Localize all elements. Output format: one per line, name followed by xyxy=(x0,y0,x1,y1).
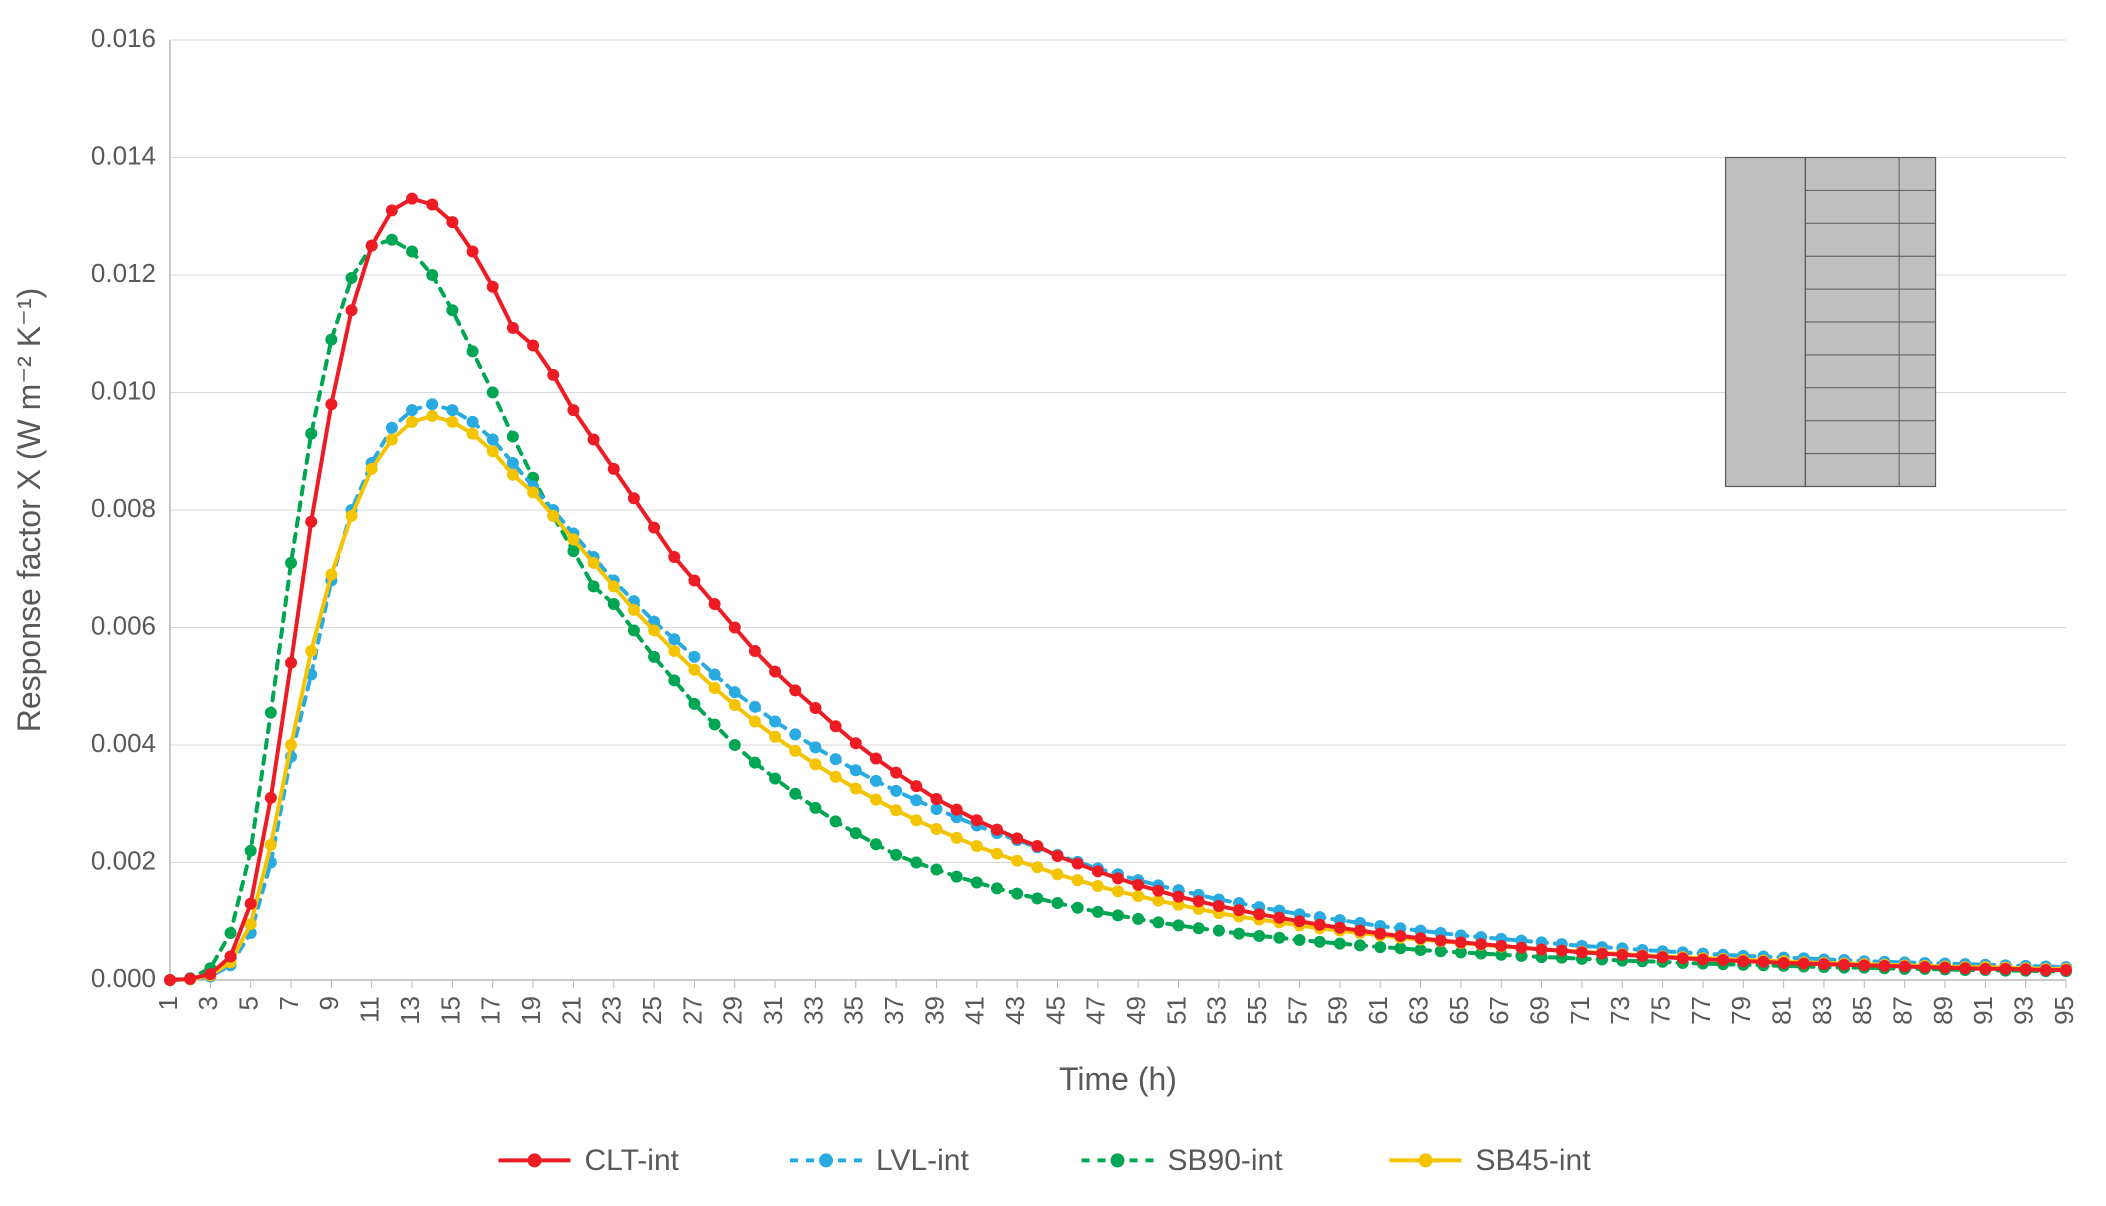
svg-text:Time (h): Time (h) xyxy=(1059,1061,1177,1097)
svg-text:0.012: 0.012 xyxy=(91,258,156,288)
svg-text:65: 65 xyxy=(1444,996,1474,1025)
svg-text:LVL-int: LVL-int xyxy=(876,1144,969,1177)
svg-text:Response factor X (W m⁻² K⁻¹): Response factor X (W m⁻² K⁻¹) xyxy=(11,288,47,733)
svg-text:67: 67 xyxy=(1484,996,1514,1025)
svg-text:SB45-int: SB45-int xyxy=(1476,1144,1592,1177)
svg-text:5: 5 xyxy=(234,996,264,1010)
svg-text:93: 93 xyxy=(2009,996,2039,1025)
svg-text:SB90-int: SB90-int xyxy=(1168,1144,1284,1177)
svg-text:15: 15 xyxy=(435,996,465,1025)
svg-text:41: 41 xyxy=(960,996,990,1025)
svg-text:69: 69 xyxy=(1524,996,1554,1025)
svg-text:79: 79 xyxy=(1726,996,1756,1025)
svg-text:35: 35 xyxy=(839,996,869,1025)
svg-text:31: 31 xyxy=(758,996,788,1025)
svg-text:95: 95 xyxy=(2049,996,2079,1025)
svg-text:0.014: 0.014 xyxy=(91,140,156,170)
svg-text:77: 77 xyxy=(1686,996,1716,1025)
svg-text:0.002: 0.002 xyxy=(91,845,156,875)
svg-text:19: 19 xyxy=(516,996,546,1025)
svg-text:27: 27 xyxy=(677,996,707,1025)
svg-text:0.000: 0.000 xyxy=(91,963,156,993)
svg-text:85: 85 xyxy=(1847,996,1877,1025)
svg-text:CLT-int: CLT-int xyxy=(585,1144,680,1177)
svg-text:59: 59 xyxy=(1323,996,1353,1025)
svg-text:29: 29 xyxy=(718,996,748,1025)
svg-text:7: 7 xyxy=(274,996,304,1010)
svg-text:1: 1 xyxy=(153,996,183,1010)
svg-text:11: 11 xyxy=(355,996,385,1023)
svg-text:17: 17 xyxy=(476,996,506,1025)
svg-text:39: 39 xyxy=(919,996,949,1025)
svg-text:47: 47 xyxy=(1081,996,1111,1025)
svg-text:45: 45 xyxy=(1040,996,1070,1025)
line-chart: 0.000 0.002 0.004 0.006 0.008 0.010 0.012 0.014… xyxy=(0,0,2106,1206)
svg-text:43: 43 xyxy=(1000,996,1030,1025)
svg-text:0.004: 0.004 xyxy=(91,728,156,758)
svg-text:53: 53 xyxy=(1202,996,1232,1025)
svg-text:13: 13 xyxy=(395,996,425,1025)
svg-text:21: 21 xyxy=(556,996,586,1025)
svg-text:81: 81 xyxy=(1766,996,1796,1025)
svg-text:83: 83 xyxy=(1807,996,1837,1025)
svg-text:23: 23 xyxy=(597,996,627,1025)
svg-text:51: 51 xyxy=(1161,996,1191,1025)
svg-text:0.010: 0.010 xyxy=(91,375,156,405)
svg-text:71: 71 xyxy=(1565,996,1595,1025)
svg-text:9: 9 xyxy=(314,996,344,1010)
svg-text:57: 57 xyxy=(1282,996,1312,1025)
svg-text:33: 33 xyxy=(798,996,828,1025)
svg-text:73: 73 xyxy=(1605,996,1635,1025)
svg-text:0.016: 0.016 xyxy=(91,23,156,53)
svg-text:91: 91 xyxy=(1968,996,1998,1025)
svg-text:63: 63 xyxy=(1403,996,1433,1025)
svg-text:3: 3 xyxy=(193,996,223,1010)
svg-text:37: 37 xyxy=(879,996,909,1025)
chart-container: 0.000 0.002 0.004 0.006 0.008 0.010 0.012 0.014… xyxy=(0,0,2106,1206)
svg-text:0.006: 0.006 xyxy=(91,610,156,640)
svg-text:49: 49 xyxy=(1121,996,1151,1025)
svg-text:55: 55 xyxy=(1242,996,1272,1025)
svg-text:75: 75 xyxy=(1645,996,1675,1025)
svg-text:0.008: 0.008 xyxy=(91,493,156,523)
svg-text:87: 87 xyxy=(1888,996,1918,1025)
svg-text:61: 61 xyxy=(1363,996,1393,1025)
svg-text:25: 25 xyxy=(637,996,667,1025)
svg-text:89: 89 xyxy=(1928,996,1958,1025)
